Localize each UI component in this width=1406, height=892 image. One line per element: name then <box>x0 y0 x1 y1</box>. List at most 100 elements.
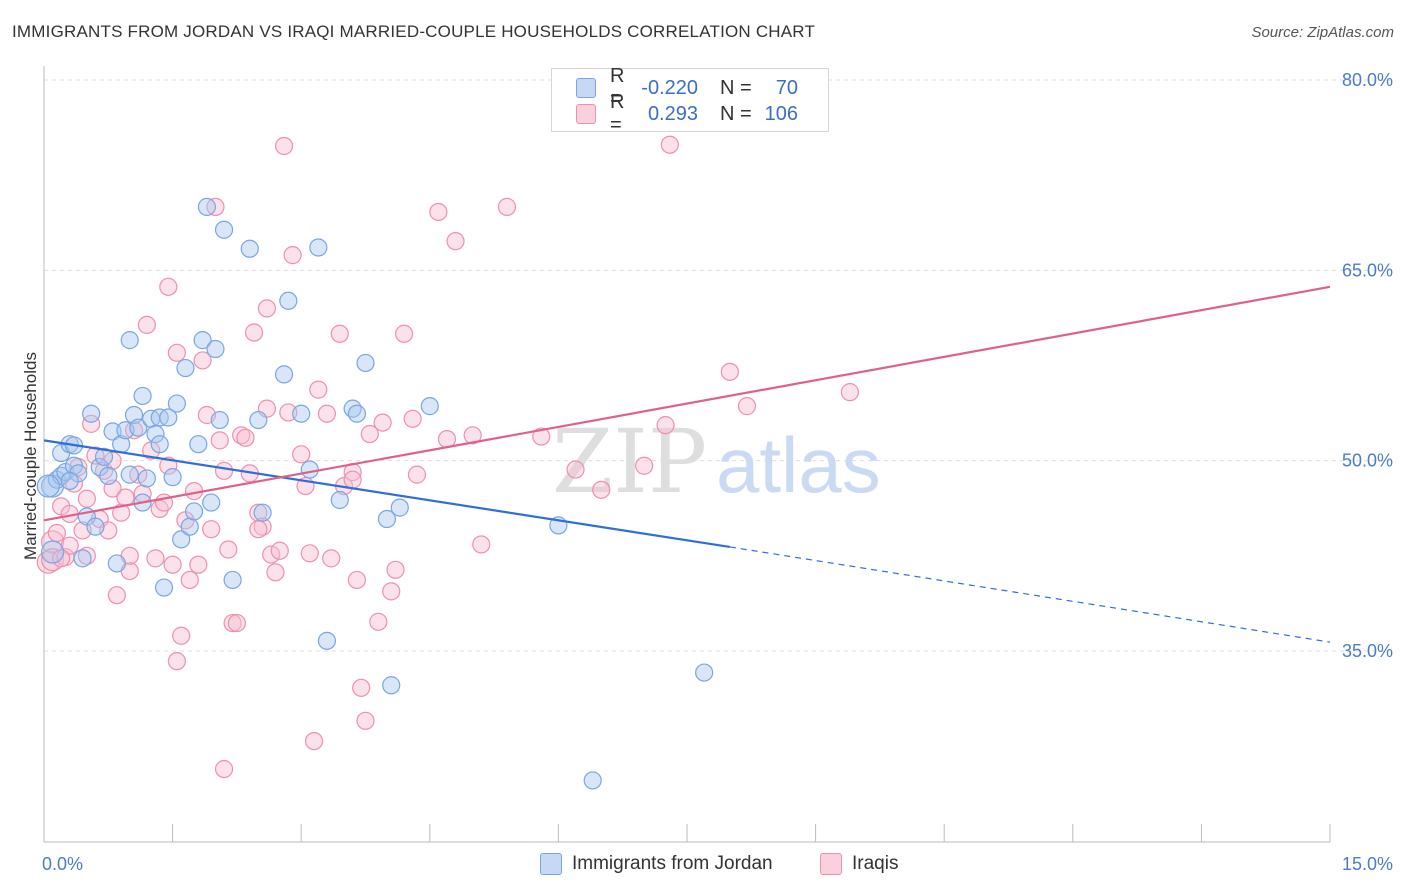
bottom-legend-swatch-jordan <box>540 853 562 875</box>
axes <box>43 66 1331 843</box>
point-iraqis <box>382 582 401 601</box>
point-jordan <box>189 435 208 454</box>
point-jordan <box>309 238 328 257</box>
legend-n-label: N = <box>720 102 752 125</box>
point-jordan <box>197 197 216 216</box>
y-tick-label: 65.0% <box>1342 260 1393 280</box>
legend-swatch-iraqis <box>576 104 596 124</box>
source-label: Source: ZipAtlas.com <box>1251 24 1394 41</box>
point-jordan <box>356 353 375 373</box>
point-jordan <box>137 469 156 488</box>
point-iraqis <box>159 456 178 475</box>
point-jordan <box>300 460 319 479</box>
point-iraqis <box>656 416 675 435</box>
point-iraqis <box>180 570 199 590</box>
point-jordan <box>120 331 139 350</box>
point-iraqis <box>737 397 757 416</box>
point-jordan <box>279 291 298 310</box>
point-jordan <box>159 408 178 427</box>
point-iraqis <box>429 202 448 222</box>
point-jordan <box>150 435 169 454</box>
legend-n-value: 106 <box>764 102 798 125</box>
point-iraqis <box>720 362 739 381</box>
point-jordan <box>249 410 268 430</box>
point-jordan <box>154 578 174 597</box>
point-iraqis <box>304 731 324 751</box>
point-jordan <box>210 410 229 430</box>
point-iraqis <box>352 678 371 697</box>
watermark-atlas: atlas <box>716 421 881 509</box>
point-jordan <box>420 397 439 416</box>
y-tick-labels: 35.0% 50.0% 65.0% 80.0% <box>1342 70 1393 661</box>
legend-r-label: R = <box>610 91 625 136</box>
grid-lines <box>44 79 1392 652</box>
point-iraqis <box>386 560 405 579</box>
point-jordan <box>202 493 221 512</box>
point-iraqis <box>356 711 375 730</box>
point-iraqis <box>446 232 465 251</box>
point-jordan <box>240 239 259 258</box>
point-iraqis <box>107 586 126 605</box>
point-iraqis <box>257 299 277 318</box>
y-tick-label: 50.0% <box>1342 451 1393 471</box>
point-iraqis <box>167 343 186 362</box>
point-jordan <box>167 394 186 413</box>
point-iraqis <box>262 545 281 564</box>
point-jordan <box>36 474 60 498</box>
point-jordan <box>330 490 349 510</box>
point-jordan <box>107 554 126 573</box>
legend-swatch-jordan <box>576 78 596 98</box>
watermark: ZIP atlas <box>552 410 881 513</box>
point-iraqis <box>172 626 191 645</box>
point-jordan <box>390 498 409 517</box>
x-tick-label: 0.0% <box>42 854 83 874</box>
point-iraqis <box>137 315 156 334</box>
point-jordan <box>184 502 204 521</box>
x-tick-labels: 0.0% 15.0% <box>42 854 1393 874</box>
point-jordan <box>163 468 182 487</box>
legend-n-value: 70 <box>775 76 798 99</box>
point-jordan <box>382 676 401 695</box>
point-jordan <box>60 471 79 491</box>
point-iraqis <box>214 759 234 779</box>
point-iraqis <box>189 555 208 574</box>
point-jordan <box>40 540 65 564</box>
point-iraqis <box>394 324 414 343</box>
chart-title: IMMIGRANTS FROM JORDAN VS IRAQI MARRIED-… <box>12 22 816 41</box>
point-jordan <box>73 549 92 568</box>
point-iraqis <box>322 549 341 568</box>
point-iraqis <box>330 324 349 343</box>
point-iraqis <box>403 409 422 428</box>
legend-r-value: 0.293 <box>647 102 698 125</box>
point-iraqis <box>219 540 238 559</box>
point-iraqis <box>317 404 337 423</box>
trend-lines <box>43 285 1331 643</box>
point-jordan <box>99 466 118 485</box>
point-iraqis <box>236 428 255 447</box>
legend-r-value: -0.220 <box>641 76 698 99</box>
bottom-legend-swatch-iraqis <box>820 853 842 875</box>
point-jordan <box>82 404 101 423</box>
x-tick-label: 15.0% <box>1342 854 1393 874</box>
point-jordan <box>193 331 212 350</box>
point-jordan <box>129 418 148 437</box>
legend-r-label: R = <box>610 65 625 110</box>
point-iraqis <box>214 461 234 480</box>
point-jordan <box>206 339 225 359</box>
point-iraqis <box>202 520 221 539</box>
point-iraqis <box>163 555 182 574</box>
point-jordan <box>377 509 397 529</box>
bottom-legend-jordan: Immigrants from Jordan <box>540 852 773 876</box>
point-iraqis <box>309 380 328 399</box>
bottom-legend-label-jordan: Immigrants from Jordan <box>572 853 773 874</box>
trend-line-jordan-extension <box>729 546 1331 643</box>
point-iraqis <box>360 424 379 444</box>
point-jordan <box>133 386 152 406</box>
point-iraqis <box>592 480 611 499</box>
point-iraqis <box>210 431 229 450</box>
point-iraqis <box>635 456 654 475</box>
point-iraqis <box>167 652 186 671</box>
series-iraqis <box>36 135 859 779</box>
point-iraqis <box>146 549 165 568</box>
legend-row-iraqis: R = 0.293 N = 106 <box>576 91 798 136</box>
